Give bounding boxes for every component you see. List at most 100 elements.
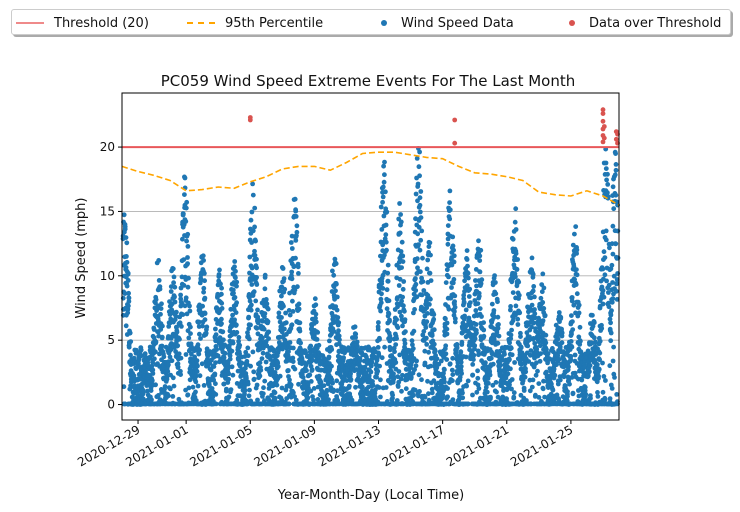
wind-speed-point <box>384 306 390 312</box>
wind-speed-point <box>382 159 387 165</box>
wind-speed-point <box>195 383 201 389</box>
wind-speed-point <box>213 317 219 322</box>
wind-speed-point <box>165 369 171 374</box>
wind-speed-point <box>258 367 264 373</box>
wind-speed-point <box>536 395 542 400</box>
wind-speed-point <box>583 391 589 397</box>
wind-speed-point <box>314 337 320 342</box>
wind-speed-point <box>374 374 379 380</box>
wind-speed-point <box>579 377 585 383</box>
wind-speed-point <box>182 192 187 198</box>
wind-speed-point <box>282 326 287 332</box>
wind-speed-point <box>376 353 382 358</box>
wind-speed-point <box>153 349 158 355</box>
legend-swatch-threshold <box>16 22 44 24</box>
wind-speed-point <box>419 292 425 298</box>
wind-speed-point <box>569 344 575 350</box>
wind-speed-point <box>538 351 543 357</box>
wind-speed-point <box>472 343 478 348</box>
wind-speed-point <box>261 326 267 332</box>
wind-speed-point <box>385 270 391 276</box>
wind-speed-point <box>471 352 477 358</box>
wind-speed-point <box>413 281 419 287</box>
wind-speed-point <box>245 401 251 407</box>
wind-speed-point <box>424 305 430 311</box>
wind-speed-point <box>593 339 598 345</box>
wind-speed-point <box>400 286 406 292</box>
wind-speed-point <box>266 336 271 341</box>
legend-swatch-wind-data <box>381 20 387 26</box>
wind-speed-point <box>402 341 408 346</box>
wind-speed-point <box>255 317 261 323</box>
wind-speed-point <box>293 255 298 261</box>
wind-speed-point <box>300 375 306 380</box>
wind-speed-point <box>316 342 322 348</box>
wind-speed-point <box>470 372 476 378</box>
wind-speed-point <box>326 380 331 385</box>
wind-speed-point <box>242 391 247 397</box>
wind-speed-point <box>511 390 517 396</box>
wind-speed-point <box>170 266 176 272</box>
wind-speed-point <box>315 330 321 335</box>
wind-speed-point <box>541 285 547 291</box>
wind-speed-point <box>479 314 484 319</box>
wind-speed-point <box>613 162 619 167</box>
wind-speed-point <box>559 330 565 336</box>
wind-speed-point <box>244 375 249 381</box>
wind-speed-point <box>334 307 340 313</box>
wind-speed-point <box>529 384 535 390</box>
wind-speed-point <box>599 326 605 331</box>
wind-speed-point <box>279 385 285 391</box>
wind-speed-point <box>492 273 497 278</box>
wind-speed-point <box>253 298 259 304</box>
wind-speed-point <box>150 371 156 376</box>
wind-speed-point <box>516 279 522 285</box>
wind-speed-point <box>252 248 257 254</box>
wind-speed-point <box>272 395 278 401</box>
wind-speed-point <box>416 242 421 248</box>
wind-speed-point <box>467 319 473 325</box>
wind-speed-point <box>219 291 224 297</box>
wind-speed-point <box>609 262 615 268</box>
legend-label-wind-data: Wind Speed Data <box>401 15 514 31</box>
wind-speed-point <box>196 319 202 325</box>
wind-speed-point <box>450 397 456 402</box>
wind-speed-point <box>219 300 225 306</box>
wind-speed-point <box>221 337 226 343</box>
legend-item-percentile: 95th Percentile <box>187 14 323 32</box>
wind-speed-point <box>576 310 582 316</box>
wind-speed-point <box>289 322 295 328</box>
wind-speed-point <box>418 237 424 243</box>
wind-speed-point <box>608 320 613 326</box>
wind-speed-point <box>166 393 171 399</box>
wind-speed-point <box>574 251 579 256</box>
wind-speed-point <box>396 369 402 374</box>
wind-speed-point <box>254 382 260 388</box>
wind-speed-point <box>292 366 298 372</box>
wind-speed-point <box>172 294 177 300</box>
wind-speed-point <box>287 312 293 318</box>
wind-speed-point <box>251 289 257 295</box>
wind-speed-point <box>379 291 384 297</box>
wind-speed-point <box>360 384 365 390</box>
wind-speed-point <box>449 285 454 290</box>
wind-speed-point <box>178 372 184 377</box>
wind-speed-point <box>572 231 577 237</box>
wind-speed-point <box>160 323 165 329</box>
over-threshold-point <box>247 115 253 120</box>
wind-speed-point <box>251 369 257 375</box>
wind-speed-point <box>281 276 287 281</box>
wind-speed-point <box>431 312 437 317</box>
wind-speed-point <box>184 199 190 205</box>
wind-speed-point <box>262 286 268 292</box>
wind-speed-point <box>150 367 156 373</box>
wind-speed-point <box>393 360 399 365</box>
wind-speed-point <box>569 298 575 304</box>
wind-speed-point <box>311 386 317 391</box>
wind-speed-point <box>255 307 260 313</box>
wind-speed-point <box>234 300 240 306</box>
wind-speed-point <box>445 223 451 229</box>
wind-speed-point <box>201 289 207 295</box>
over-threshold-points <box>247 107 620 146</box>
wind-speed-point <box>193 373 199 379</box>
